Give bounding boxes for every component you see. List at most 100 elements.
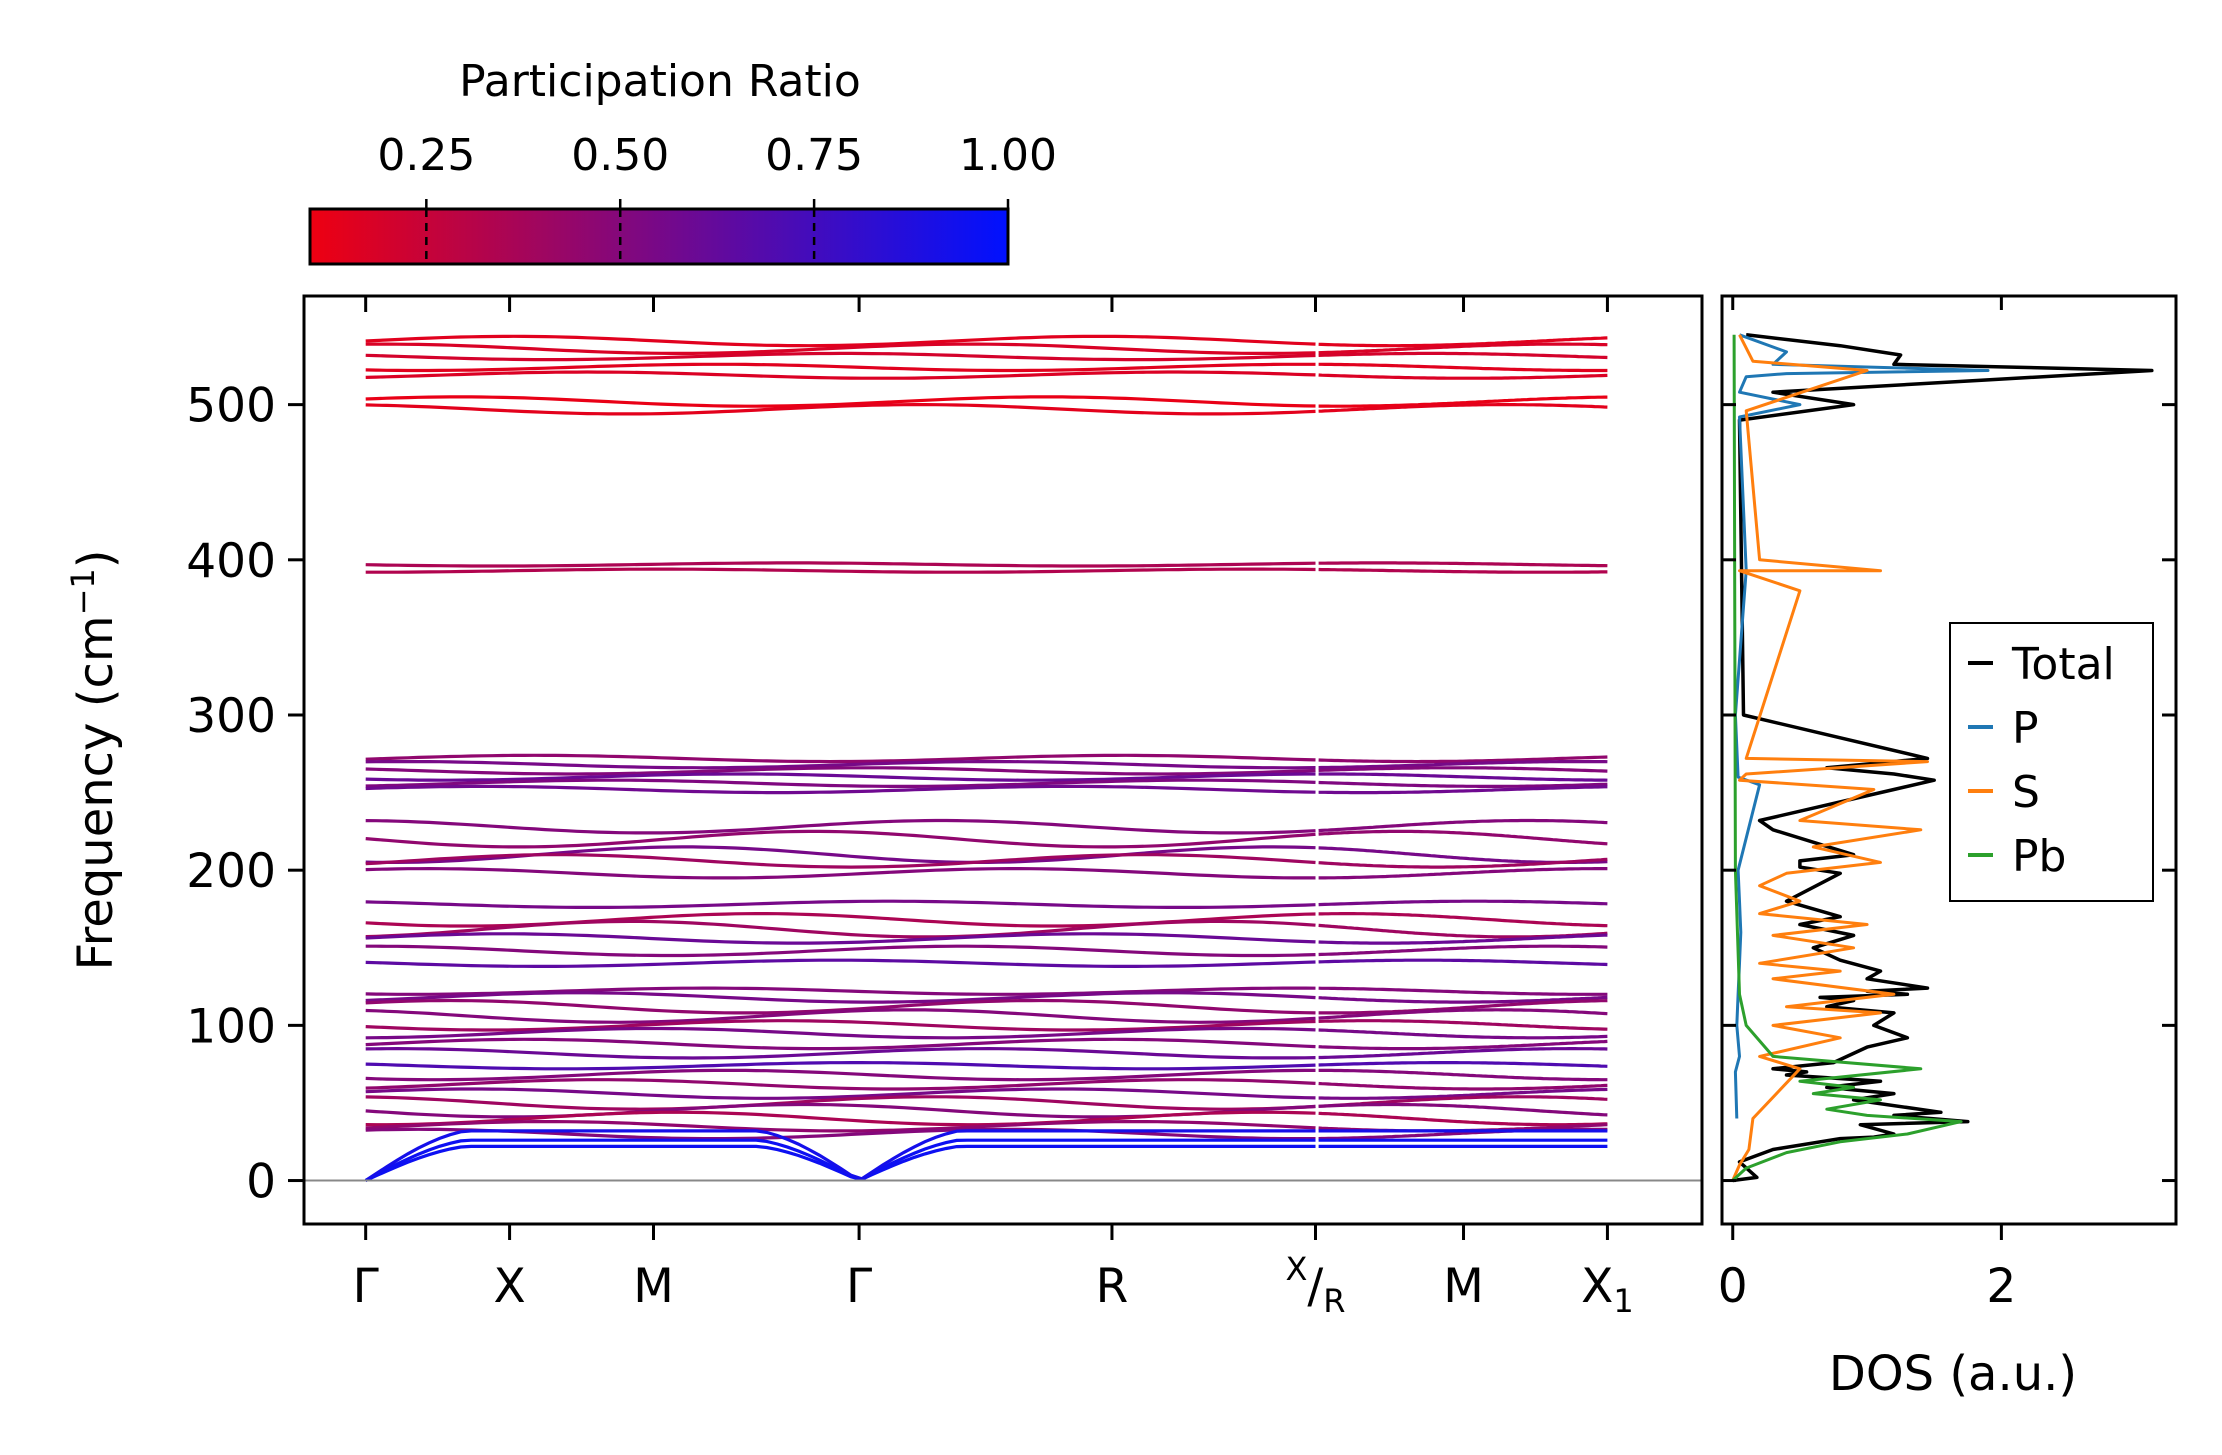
colorbar-tick-label: 0.25 (377, 130, 475, 181)
x-tick-label: X1 (1581, 1259, 1634, 1320)
optical-band (1318, 759, 1608, 770)
optical-band (365, 1060, 1316, 1071)
colorbar-tick-label: 0.75 (765, 130, 863, 181)
optical-band (365, 932, 1316, 945)
y-tick-label: 200 (186, 844, 276, 899)
legend-label: S (2012, 767, 2040, 818)
optical-band (365, 1068, 1316, 1082)
optical-band (1318, 1102, 1608, 1117)
legend-label: P (2012, 703, 2039, 754)
optical-band (1318, 1081, 1608, 1091)
optical-band (1318, 958, 1608, 967)
dos-x-tick-label: 0 (1718, 1259, 1748, 1314)
optical-band (365, 753, 1316, 764)
optical-band (1318, 1087, 1608, 1100)
optical-band (1318, 342, 1608, 355)
optical-band (365, 351, 1316, 362)
optical-band (365, 944, 1316, 958)
dos-lines (1731, 333, 2154, 1183)
optical-band (365, 911, 1316, 928)
optical-band (1318, 772, 1608, 782)
optical-band (365, 818, 1316, 835)
x-tick-label: R (1096, 1259, 1129, 1314)
optical-band (365, 334, 1316, 348)
optical-band (1318, 785, 1608, 795)
optical-band (1318, 373, 1608, 380)
optical-band (1318, 999, 1608, 1015)
optical-band (1318, 766, 1608, 773)
optical-band (365, 370, 1316, 380)
optical-band (1318, 780, 1608, 789)
optical-band (1318, 1039, 1608, 1051)
optical-band (1318, 933, 1608, 945)
optical-band (1318, 336, 1608, 348)
x-tick-label: M (633, 1259, 674, 1314)
optical-band (1318, 403, 1608, 413)
optical-band (365, 1078, 1316, 1091)
optical-band (365, 991, 1316, 1004)
optical-band (1318, 1046, 1608, 1060)
optical-band (365, 866, 1316, 880)
optical-band (1318, 986, 1608, 996)
optical-band (1318, 911, 1608, 928)
optical-band (365, 1110, 1316, 1127)
dos-legend: Total PS Pb (1949, 622, 2154, 902)
dos-frame (1720, 294, 2178, 1226)
optical-band (1318, 1068, 1608, 1082)
colorbar-tick-label: 1.00 (959, 130, 1057, 181)
band-structure-panel: 0 100 200 300 400 500 Γ X M Γ R X/R M X1 Frequency (c… (64, 294, 1704, 1320)
optical-band (365, 759, 1316, 770)
colorbar-tick-label: 0.50 (571, 130, 669, 181)
optical-band (365, 561, 1316, 568)
x-tick-label: X (493, 1259, 525, 1314)
optical-band (1318, 351, 1608, 360)
optical-band (365, 919, 1316, 939)
optical-band (1318, 1028, 1608, 1040)
optical-band (1318, 362, 1608, 373)
optical-band (365, 403, 1316, 416)
optical-band (1318, 923, 1608, 939)
optical-band (1318, 846, 1608, 865)
optical-band (1318, 1111, 1608, 1127)
x-tick-label: M (1443, 1259, 1484, 1314)
x-tick-label: Γ (353, 1259, 379, 1314)
band-axes: 0 100 200 300 400 500 Γ X M Γ R X/R M X1 (186, 296, 1702, 1320)
dos-series-p (1733, 333, 1990, 1119)
optical-band (365, 342, 1316, 355)
legend-label: Total (2011, 639, 2115, 690)
optical-band (1318, 866, 1608, 880)
colorbar-ticks: 0.25 0.50 0.75 1.00 (377, 130, 1057, 264)
optical-band (1318, 829, 1608, 846)
dos-series-s (1731, 334, 1929, 1182)
optical-band (1318, 899, 1608, 907)
colorbar-gradient (308, 207, 1010, 266)
optical-band (365, 829, 1316, 849)
optical-band (1318, 1019, 1608, 1031)
optical-band (1318, 857, 1608, 869)
optical-band (1318, 818, 1608, 833)
optical-band (1318, 944, 1608, 957)
optical-band (365, 853, 1316, 869)
colorbar-title: Participation Ratio (459, 56, 861, 107)
optical-band (365, 567, 1316, 574)
optical-band (1318, 1008, 1608, 1020)
optical-band (365, 772, 1316, 782)
optical-band (365, 1037, 1316, 1051)
colorbar: Participation Ratio 0.25 0.50 0.75 1.00 (308, 56, 1057, 266)
optical-band (365, 899, 1316, 910)
optical-band (365, 395, 1316, 408)
acoustic-band (365, 1144, 1316, 1182)
optical-band (365, 778, 1316, 789)
optical-band (365, 362, 1316, 373)
optical-band (365, 1095, 1316, 1111)
optical-band (1318, 1060, 1608, 1068)
y-tick-label: 100 (186, 999, 276, 1054)
x-tick-label: X/R (1285, 1250, 1345, 1320)
optical-band (365, 1119, 1316, 1133)
acoustic-band (364, 1138, 1316, 1182)
optical-band (1318, 395, 1608, 408)
optical-band (365, 1019, 1316, 1032)
x-tick-label: Γ (846, 1259, 872, 1314)
optical-band (365, 1087, 1316, 1100)
